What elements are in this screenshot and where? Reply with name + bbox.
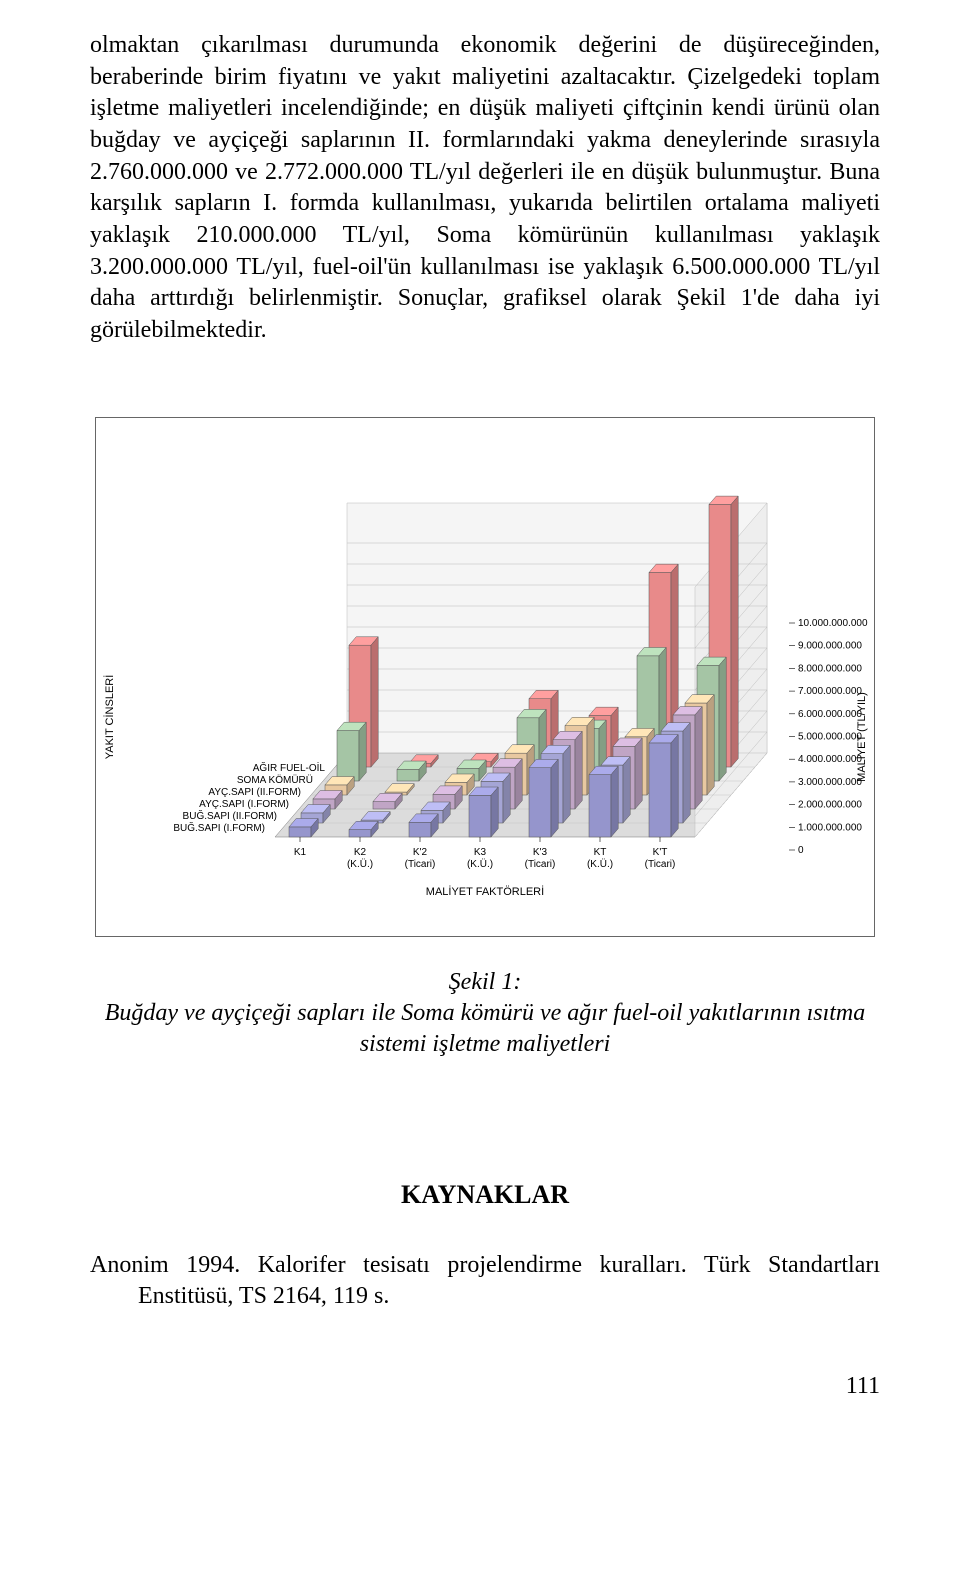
svg-text:(K.Ü.): (K.Ü.)	[587, 858, 613, 870]
cost-bar-svg: 0 1.000.000.000 2.000.000.000 3.000.000.000…	[95, 417, 875, 937]
svg-text:9.000.000.000: 9.000.000.000	[798, 640, 862, 651]
svg-text:3.000.000.000: 3.000.000.000	[798, 777, 862, 788]
svg-text:K'2: K'2	[413, 847, 428, 858]
references-heading: KAYNAKLAR	[90, 1180, 880, 1210]
svg-text:1.000.000.000: 1.000.000.000	[798, 822, 862, 833]
svg-text:2.000.000.000: 2.000.000.000	[798, 799, 862, 810]
svg-text:BUĞ.SAPI (I.FORM): BUĞ.SAPI (I.FORM)	[173, 821, 265, 834]
svg-text:K3: K3	[474, 847, 487, 858]
svg-text:(Ticari): (Ticari)	[525, 859, 556, 870]
svg-text:MALİYET FAKTÖRLERİ: MALİYET FAKTÖRLERİ	[426, 885, 544, 898]
svg-text:6.000.000.000: 6.000.000.000	[798, 709, 862, 720]
svg-text:AYÇ.SAPI (I.FORM): AYÇ.SAPI (I.FORM)	[199, 799, 289, 810]
svg-text:K2: K2	[354, 847, 367, 858]
svg-text:BUĞ.SAPI (II.FORM): BUĞ.SAPI (II.FORM)	[183, 809, 277, 822]
svg-text:AYÇ.SAPI (II.FORM): AYÇ.SAPI (II.FORM)	[208, 787, 301, 798]
reference-item: Anonim 1994. Kalorifer tesisatı projelen…	[90, 1250, 880, 1312]
cost-bar-chart: 0 1.000.000.000 2.000.000.000 3.000.000.000…	[95, 417, 875, 937]
svg-text:0: 0	[798, 845, 804, 856]
figure-caption-text: Buğday ve ayçiçeği sapları ile Soma kömü…	[105, 1000, 866, 1057]
svg-text:5.000.000.000: 5.000.000.000	[798, 731, 862, 742]
body-paragraph: olmaktan çıkarılması durumunda ekonomik …	[90, 30, 880, 347]
svg-text:K'3: K'3	[533, 847, 548, 858]
figure-caption: Şekil 1: Buğday ve ayçiçeği sapları ile …	[90, 967, 880, 1061]
figure-label: Şekil 1:	[449, 969, 522, 995]
svg-text:(K.Ü.): (K.Ü.)	[347, 858, 373, 870]
svg-text:4.000.000.000: 4.000.000.000	[798, 754, 862, 765]
svg-text:(Ticari): (Ticari)	[645, 859, 676, 870]
svg-text:AĞIR FUEL-OİL: AĞIR FUEL-OİL	[253, 761, 326, 774]
svg-text:SOMA KÖMÜRÜ: SOMA KÖMÜRÜ	[237, 774, 313, 786]
svg-text:KT: KT	[594, 847, 607, 858]
page-number: 111	[90, 1373, 880, 1400]
svg-text:YAKIT CİNSLERİ: YAKIT CİNSLERİ	[103, 674, 116, 759]
svg-text:MALİYET (TL/YIL): MALİYET (TL/YIL)	[855, 692, 868, 782]
svg-text:8.000.000.000: 8.000.000.000	[798, 663, 862, 674]
svg-text:(Ticari): (Ticari)	[405, 859, 436, 870]
svg-text:K1: K1	[294, 847, 307, 858]
svg-text:(K.Ü.): (K.Ü.)	[467, 858, 493, 870]
svg-text:10.000.000.000: 10.000.000.000	[798, 618, 868, 629]
svg-text:K'T: K'T	[653, 847, 668, 858]
svg-text:7.000.000.000: 7.000.000.000	[798, 686, 862, 697]
